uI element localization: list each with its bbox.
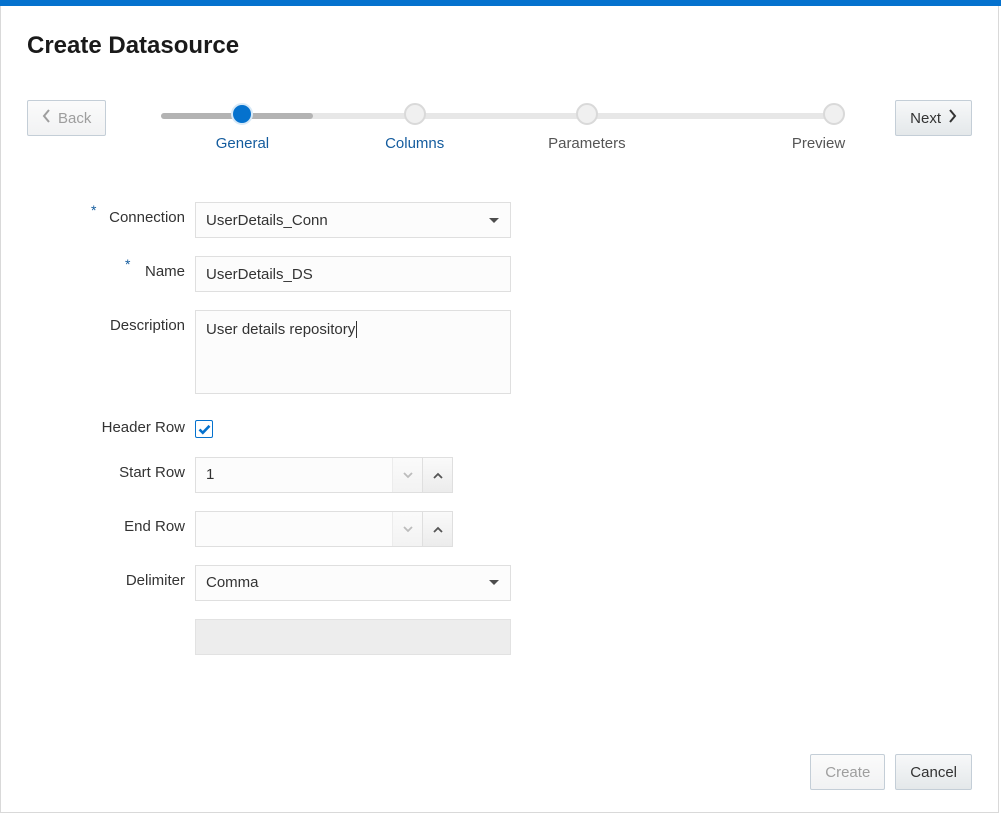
- cancel-button[interactable]: Cancel: [895, 754, 972, 790]
- create-button[interactable]: Create: [810, 754, 885, 790]
- row-header-row: Header Row: [35, 412, 535, 439]
- name-label: * Name: [35, 256, 195, 280]
- step-label: General: [216, 135, 269, 152]
- delimiter-label: Delimiter: [35, 565, 195, 589]
- description-textarea[interactable]: User details repository: [195, 310, 511, 394]
- step-preview[interactable]: Preview: [673, 100, 845, 152]
- step-dot-icon: [576, 103, 598, 125]
- row-name: * Name UserDetails_DS: [35, 256, 535, 292]
- start-row-down-button[interactable]: [392, 458, 422, 492]
- step-dot-icon: [823, 103, 845, 125]
- row-delimiter: Delimiter Comma: [35, 565, 535, 601]
- general-form: * Connection UserDetails_Conn * Name Use…: [35, 202, 535, 655]
- step-columns[interactable]: Columns: [329, 100, 501, 152]
- back-button-label: Back: [58, 110, 91, 127]
- header-row-label: Header Row: [35, 412, 195, 436]
- delimiter-select[interactable]: Comma: [195, 565, 511, 601]
- header-row-checkbox[interactable]: [195, 420, 213, 438]
- create-datasource-dialog: Create Datasource Back General Columns P…: [0, 6, 999, 813]
- next-button-label: Next: [910, 110, 941, 127]
- row-start-row: Start Row 1: [35, 457, 535, 493]
- label-text: Name: [145, 263, 185, 280]
- name-value: UserDetails_DS: [206, 266, 313, 283]
- row-description: Description User details repository: [35, 310, 535, 394]
- label-text: Description: [110, 317, 185, 334]
- required-asterisk-icon: *: [125, 256, 130, 272]
- cancel-button-label: Cancel: [910, 764, 957, 781]
- chevron-up-icon: [433, 520, 443, 537]
- description-label: Description: [35, 310, 195, 334]
- dialog-footer: Create Cancel: [810, 754, 972, 790]
- end-row-down-button[interactable]: [392, 512, 422, 546]
- disabled-field: [195, 619, 511, 655]
- chevron-down-icon: [403, 520, 413, 537]
- label-text: End Row: [124, 518, 185, 535]
- create-button-label: Create: [825, 764, 870, 781]
- step-dot-icon: [404, 103, 426, 125]
- description-value: User details repository: [206, 321, 357, 338]
- caret-down-icon: [488, 212, 500, 229]
- connection-select[interactable]: UserDetails_Conn: [195, 202, 511, 238]
- chevron-left-icon: [42, 109, 52, 127]
- chevron-right-icon: [947, 109, 957, 127]
- step-label: Preview: [792, 135, 845, 152]
- check-icon: [198, 424, 211, 435]
- start-row-label: Start Row: [35, 457, 195, 481]
- end-row-label: End Row: [35, 511, 195, 535]
- connection-label: * Connection: [35, 202, 195, 226]
- start-row-spinner[interactable]: 1: [195, 457, 453, 493]
- end-row-spinner[interactable]: [195, 511, 453, 547]
- empty-label: [35, 619, 195, 626]
- connection-value: UserDetails_Conn: [206, 212, 328, 229]
- end-row-up-button[interactable]: [422, 512, 452, 546]
- step-dot-icon: [231, 103, 253, 125]
- start-row-up-button[interactable]: [422, 458, 452, 492]
- caret-down-icon: [488, 574, 500, 591]
- wizard-stepper: General Columns Parameters Preview: [156, 100, 845, 152]
- next-button[interactable]: Next: [895, 100, 972, 136]
- chevron-up-icon: [433, 466, 443, 483]
- delimiter-value: Comma: [206, 574, 259, 591]
- step-label: Columns: [385, 135, 444, 152]
- page-title: Create Datasource: [27, 32, 972, 60]
- label-text: Header Row: [102, 419, 185, 436]
- label-text: Connection: [109, 209, 185, 226]
- start-row-value[interactable]: 1: [196, 458, 392, 492]
- name-input[interactable]: UserDetails_DS: [195, 256, 511, 292]
- required-asterisk-icon: *: [91, 202, 96, 218]
- row-disabled-extra: [35, 619, 535, 655]
- wizard-row: Back General Columns Parameters Preview: [27, 100, 972, 152]
- row-end-row: End Row: [35, 511, 535, 547]
- step-parameters[interactable]: Parameters: [501, 100, 673, 152]
- label-text: Delimiter: [126, 572, 185, 589]
- chevron-down-icon: [403, 466, 413, 483]
- step-label: Parameters: [548, 135, 626, 152]
- label-text: Start Row: [119, 464, 185, 481]
- step-general[interactable]: General: [156, 100, 328, 152]
- back-button[interactable]: Back: [27, 100, 106, 136]
- end-row-value[interactable]: [196, 512, 392, 546]
- row-connection: * Connection UserDetails_Conn: [35, 202, 535, 238]
